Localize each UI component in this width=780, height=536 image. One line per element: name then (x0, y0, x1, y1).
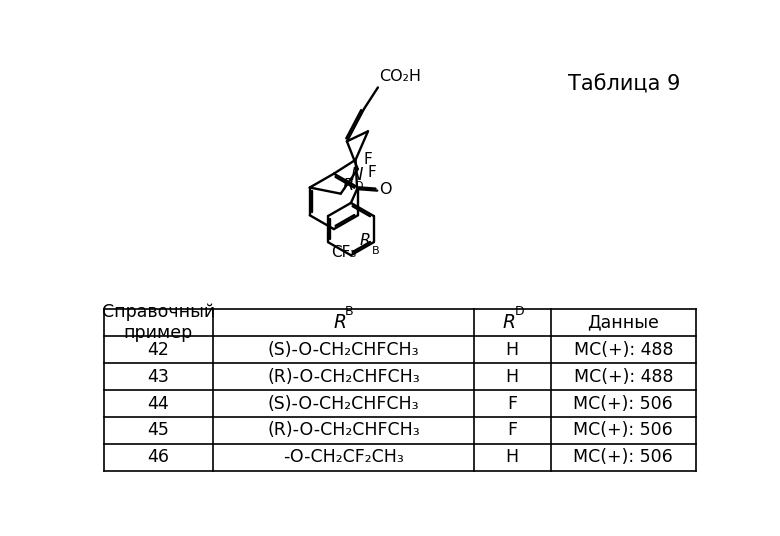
Text: R: R (502, 313, 516, 332)
Text: Справочный
пример: Справочный пример (102, 303, 215, 342)
Text: 45: 45 (147, 421, 169, 440)
Text: (S)-O-CH₂CHFCH₃: (S)-O-CH₂CHFCH₃ (268, 394, 420, 413)
Text: 44: 44 (147, 394, 169, 413)
Text: R: R (343, 178, 354, 193)
Text: MC(+): 506: MC(+): 506 (573, 394, 673, 413)
Text: MC(+): 488: MC(+): 488 (573, 340, 673, 359)
Text: N: N (350, 166, 363, 184)
Text: F: F (364, 152, 373, 167)
Text: -O-CH₂CF₂CH₃: -O-CH₂CF₂CH₃ (283, 449, 404, 466)
Text: MC(+): 506: MC(+): 506 (573, 449, 673, 466)
Text: R: R (333, 313, 346, 332)
Text: H: H (505, 449, 519, 466)
Text: (R)-O-CH₂CHFCH₃: (R)-O-CH₂CHFCH₃ (267, 368, 420, 385)
Text: Данные: Данные (587, 314, 659, 332)
Text: F: F (507, 421, 517, 440)
Text: D: D (355, 181, 363, 191)
Text: MC(+): 488: MC(+): 488 (573, 368, 673, 385)
Text: F: F (367, 165, 376, 180)
Text: H: H (505, 368, 519, 385)
Text: F: F (507, 394, 517, 413)
Text: B: B (345, 305, 353, 318)
Text: CO₂H: CO₂H (379, 69, 421, 84)
Text: 46: 46 (147, 449, 169, 466)
Text: H: H (505, 340, 519, 359)
Text: (S)-O-CH₂CHFCH₃: (S)-O-CH₂CHFCH₃ (268, 340, 420, 359)
Text: CF₃: CF₃ (332, 245, 356, 260)
Text: 43: 43 (147, 368, 169, 385)
Text: MC(+): 506: MC(+): 506 (573, 421, 673, 440)
Text: R: R (360, 233, 370, 248)
Text: D: D (515, 305, 524, 318)
Text: (R)-O-CH₂CHFCH₃: (R)-O-CH₂CHFCH₃ (267, 421, 420, 440)
Text: 42: 42 (147, 340, 169, 359)
Text: B: B (371, 246, 379, 256)
Text: O: O (380, 182, 392, 197)
Text: Таблица 9: Таблица 9 (569, 75, 681, 94)
